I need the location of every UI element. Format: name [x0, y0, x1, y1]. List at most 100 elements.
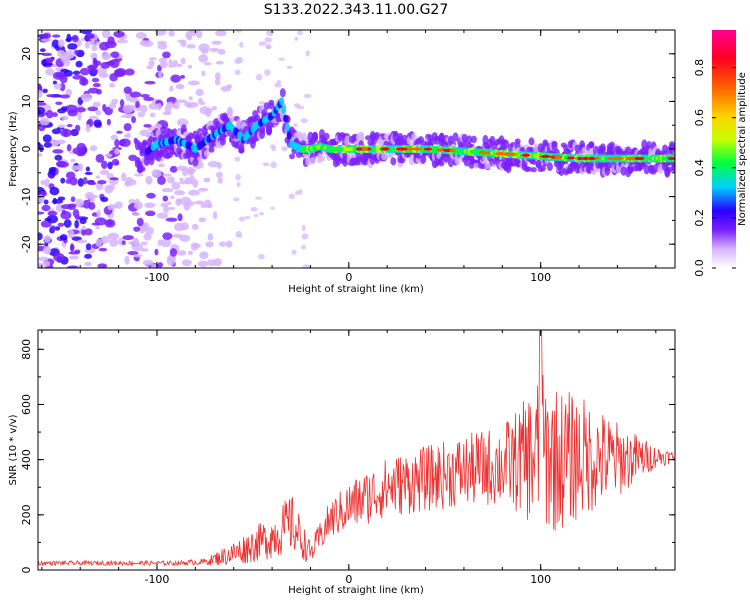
heatmap-cell: [186, 44, 196, 49]
heatmap-cell: [145, 210, 156, 217]
heatmap-cell: [207, 160, 219, 168]
heatmap-cell: [158, 57, 168, 64]
heatmap-cell: [90, 39, 96, 46]
heatmap-cell: [576, 156, 583, 161]
heatmap-cell: [148, 102, 160, 110]
heatmap-cell: [170, 74, 182, 83]
heatmap-cell: [262, 162, 270, 167]
heatmap-cell: [169, 248, 178, 257]
y-tick-label: -10: [20, 188, 33, 206]
heatmap-cell: [169, 85, 174, 92]
heatmap-cell: [110, 51, 120, 58]
heatmap-cell: [197, 187, 209, 192]
heatmap-cell: [129, 91, 142, 98]
heatmap-cell: [104, 153, 113, 158]
heatmap-cell: [63, 128, 68, 137]
heatmap-cell: [365, 135, 372, 141]
heatmap-cell: [234, 69, 241, 76]
heatmap-cell: [136, 217, 144, 227]
heatmap-cell: [85, 124, 91, 133]
y-tick-label: 400: [20, 449, 33, 470]
heatmap-cell: [149, 112, 156, 118]
heatmap-cell: [77, 111, 82, 121]
heatmap-cell: [67, 43, 78, 50]
heatmap-cell: [214, 72, 221, 81]
heatmap-cell: [38, 232, 43, 241]
heatmap-cell: [95, 110, 102, 116]
heatmap-cell: [75, 107, 87, 113]
x-tick-label: 0: [345, 271, 352, 284]
heatmap-cell: [101, 30, 111, 39]
heatmap-cell: [104, 54, 111, 59]
colorbar-label: Normalized spectral amplitude: [737, 72, 748, 226]
heatmap-cell: [79, 67, 91, 76]
heatmap-cell: [235, 30, 242, 33]
heatmap-cell: [167, 201, 172, 206]
heatmap-cell: [42, 134, 52, 143]
heatmap-cell: [270, 144, 276, 149]
heatmap-cell: [61, 106, 68, 111]
heatmap-cell: [38, 211, 45, 215]
heatmap-cell: [157, 43, 168, 50]
heatmap-cell: [38, 152, 43, 157]
y-tick-label: 20: [20, 47, 33, 61]
heatmap-cell: [268, 102, 275, 110]
heatmap-cell: [200, 48, 209, 54]
snr-ticks: -100 0 100 0 200 400 600 800: [20, 330, 675, 586]
heatmap-cell: [150, 263, 158, 268]
heatmap-cell: [234, 156, 241, 162]
heatmap-cell: [84, 228, 93, 236]
heatmap-cell: [217, 177, 223, 184]
heatmap-cell: [236, 118, 243, 130]
x-tick-label: 100: [530, 271, 551, 284]
heatmap-cell: [109, 59, 120, 69]
heatmap-cell: [286, 65, 293, 69]
heatmap-cell: [177, 213, 183, 222]
heatmap-cell: [74, 49, 79, 55]
heatmap-cell: [187, 80, 200, 86]
heatmap-cell: [627, 156, 638, 161]
heatmap-cell: [257, 253, 265, 260]
heatmap-cell: [255, 74, 263, 81]
heatmap-cell: [293, 123, 298, 127]
heatmap-cell: [82, 199, 91, 209]
heatmap-cell: [234, 59, 242, 64]
heatmap-cell: [100, 235, 110, 244]
heatmap-cell: [558, 166, 565, 177]
heatmap-cell: [107, 204, 113, 211]
heatmap-cell: [196, 156, 203, 162]
heatmap-cell: [239, 41, 244, 48]
heatmap-cell: [176, 118, 189, 127]
heatmap-cell: [179, 177, 184, 182]
heatmap-cell: [662, 144, 669, 153]
heatmap-cell: [254, 196, 263, 200]
heatmap-cell: [604, 162, 611, 172]
heatmap-cell: [145, 226, 154, 235]
heatmap-cell: [54, 226, 61, 231]
heatmap-cell: [420, 153, 427, 165]
heatmap-cell: [199, 106, 210, 115]
heatmap-cell: [44, 178, 51, 188]
x-tick-label: -100: [144, 271, 169, 284]
heatmap-cell: [258, 41, 267, 46]
heatmap-cell: [361, 147, 369, 151]
heatmap-cell: [265, 45, 272, 50]
heatmap-cell: [40, 38, 52, 42]
heatmap-cell: [606, 156, 614, 161]
heatmap-cell: [84, 41, 90, 49]
heatmap-cell: [586, 162, 593, 173]
heatmap-cell: [110, 134, 119, 141]
heatmap-cell: [92, 82, 101, 88]
heatmap-cell: [81, 228, 86, 236]
heatmap-cell: [70, 196, 76, 203]
heatmap-cell: [146, 192, 156, 199]
heatmap-cell: [99, 170, 110, 175]
heatmap-cell: [60, 53, 68, 63]
heatmap-cell: [166, 176, 175, 184]
heatmap-cell: [84, 261, 92, 267]
heatmap-cell: [44, 57, 54, 63]
heatmap-cell: [588, 148, 595, 156]
colorbar-tick-label: 0.2: [693, 209, 706, 227]
heatmap-cell: [46, 94, 55, 98]
